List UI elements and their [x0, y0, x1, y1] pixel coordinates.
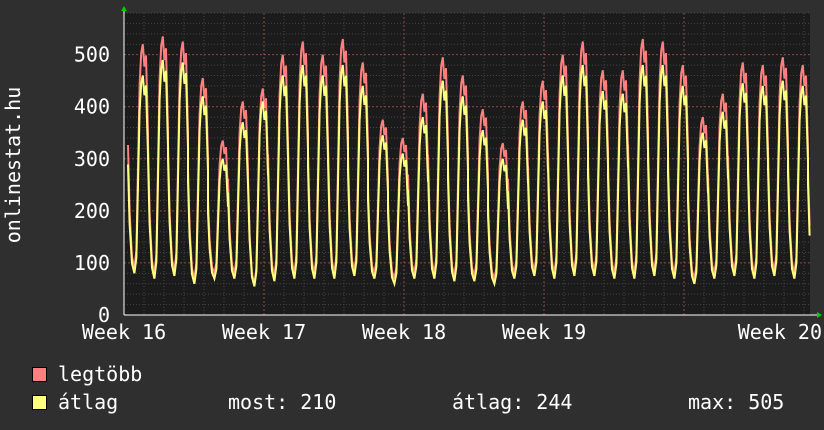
y-axis-arrow	[121, 6, 127, 11]
axes	[121, 6, 822, 318]
stat-atlag: átlag: 244	[452, 390, 573, 414]
x-tick-label: Week 18	[362, 320, 446, 344]
y-tick-label: 0	[98, 303, 110, 327]
y-tick-label: 500	[74, 43, 110, 67]
y-tick-label: 400	[74, 95, 110, 119]
series-line-1	[127, 59, 811, 288]
tick-labels: 0 100 200 300 400 500 Week 16 Week 17 Week 18 Wee…	[74, 43, 822, 344]
y-tick-label: 100	[74, 251, 110, 275]
stat-most: most: 210	[228, 390, 337, 414]
legend-swatch-atlag	[32, 395, 47, 410]
x-axis-arrow	[817, 312, 822, 318]
x-tick-label: Week 19	[502, 320, 586, 344]
legend-swatch-legtobb	[32, 367, 47, 382]
y-tick-label: 300	[74, 147, 110, 171]
series-layer	[127, 36, 811, 288]
x-tick-label: Week 20	[738, 320, 822, 344]
legend-label-atlag: átlag	[58, 390, 119, 414]
y-axis-label: onlinestat.hu	[1, 87, 25, 244]
y-tick-label: 200	[74, 199, 110, 223]
stat-max: max: 505	[688, 390, 785, 414]
legend-label-legtobb: legtöbb	[58, 362, 143, 386]
x-tick-label: Week 16	[82, 320, 166, 344]
x-tick-label: Week 17	[222, 320, 306, 344]
